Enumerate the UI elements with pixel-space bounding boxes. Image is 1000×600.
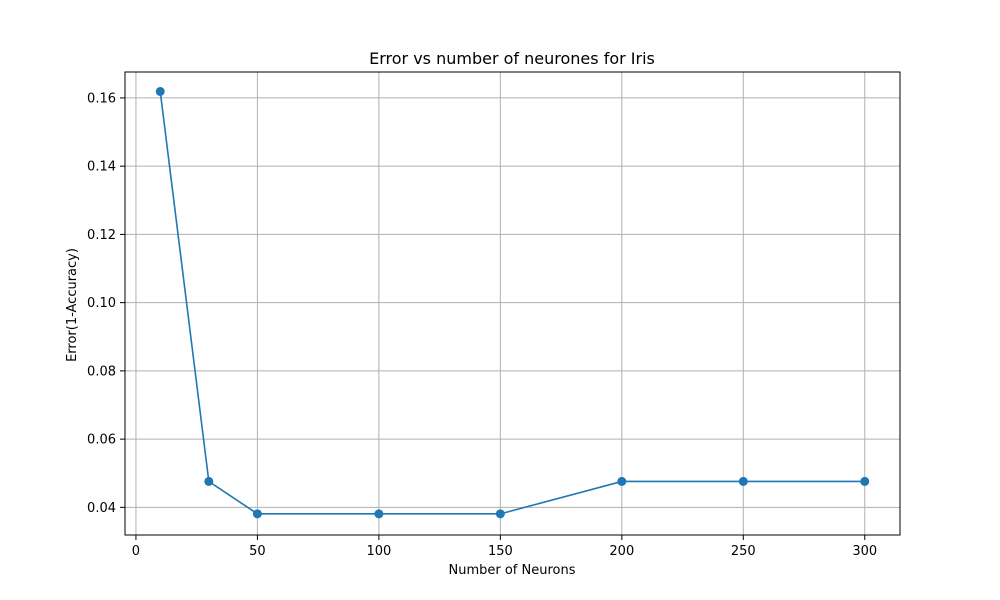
x-tick-label: 0 [132, 544, 140, 559]
x-tick-label: 100 [366, 544, 391, 559]
x-tick-label: 50 [249, 544, 266, 559]
chart-title: Error vs number of neurones for Iris [369, 49, 655, 68]
y-axis-ticks: 0.04 0.06 0.08 0.10 0.12 0.14 0.16 [87, 91, 125, 516]
x-axis-ticks: 0 50 100 150 200 250 300 [132, 535, 877, 559]
y-tick-label: 0.10 [87, 296, 116, 311]
grid [125, 72, 900, 535]
x-tick-label: 200 [609, 544, 634, 559]
data-point [495, 509, 505, 519]
y-tick-label: 0.04 [87, 501, 116, 516]
data-point [738, 476, 748, 486]
y-tick-label: 0.06 [87, 433, 116, 448]
data-point [374, 509, 384, 519]
x-axis-label: Number of Neurons [448, 563, 575, 578]
y-tick-label: 0.12 [87, 228, 116, 243]
y-axis-label: Error(1-Accuracy) [65, 248, 80, 362]
data-point [617, 476, 627, 486]
series-line [159, 91, 865, 515]
data-point [204, 476, 214, 486]
x-tick-label: 250 [731, 544, 756, 559]
y-tick-label: 0.16 [87, 91, 116, 106]
data-point [155, 86, 165, 96]
y-tick-label: 0.08 [87, 364, 116, 379]
data-point [252, 509, 262, 519]
y-tick-label: 0.14 [87, 160, 116, 175]
series-group [155, 86, 870, 519]
plot-frame [124, 71, 901, 536]
x-tick-label: 300 [852, 544, 877, 559]
x-tick-label: 150 [488, 544, 513, 559]
data-point [860, 476, 870, 486]
